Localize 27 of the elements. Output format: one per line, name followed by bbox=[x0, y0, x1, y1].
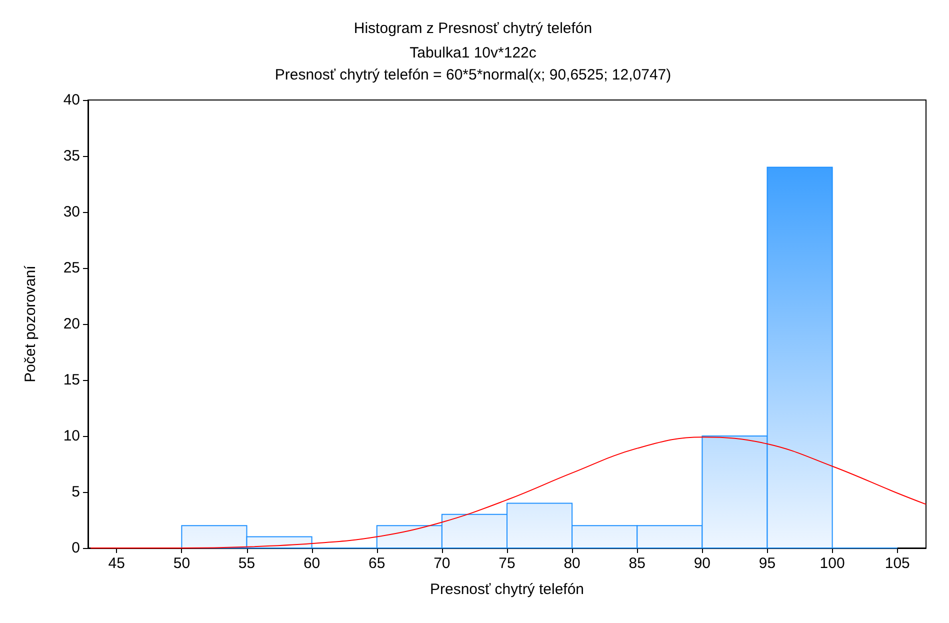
x-tick-label: 70 bbox=[434, 555, 450, 572]
x-tick-label: 55 bbox=[238, 555, 256, 572]
y-tick-label: 25 bbox=[63, 260, 80, 276]
y-tick-label: 5 bbox=[72, 484, 80, 500]
y-tick-label: 30 bbox=[63, 204, 80, 220]
x-tick-label: 60 bbox=[303, 555, 320, 572]
x-tick-label: 85 bbox=[628, 555, 646, 572]
x-tick-label: 90 bbox=[694, 555, 711, 572]
x-axis-title: Presnosť chytrý telefón bbox=[430, 581, 584, 598]
x-tick-label: 95 bbox=[758, 555, 776, 572]
line-series bbox=[90, 436, 926, 548]
x-tick-label: 45 bbox=[108, 555, 125, 572]
x-tick-label: 65 bbox=[368, 555, 386, 572]
x-tick-label: 80 bbox=[564, 555, 580, 572]
chart-subtitle: Tabulka1 10v*122c Presnosť chytrý telefón = 60*5*normal(x; 90,6525; 12,0747) bbox=[274, 44, 672, 84]
x-tick-label: 75 bbox=[498, 555, 516, 572]
y-tick-label: 20 bbox=[63, 316, 80, 332]
y-tick-label: 0 bbox=[72, 540, 80, 556]
y-tick-label: 35 bbox=[63, 148, 80, 164]
x-tick-label: 50 bbox=[173, 555, 190, 572]
chart-title: Histogram z Presnosť chytrý telefón bbox=[354, 20, 592, 37]
y-axis-title: Počet pozorovaní bbox=[22, 264, 39, 382]
y-tick-label: 15 bbox=[63, 372, 80, 388]
y-tick-label: 40 bbox=[63, 92, 80, 108]
y-tick-label: 10 bbox=[63, 428, 80, 444]
x-tick-label: 100 bbox=[820, 555, 845, 572]
x-tick-label: 105 bbox=[884, 555, 910, 572]
